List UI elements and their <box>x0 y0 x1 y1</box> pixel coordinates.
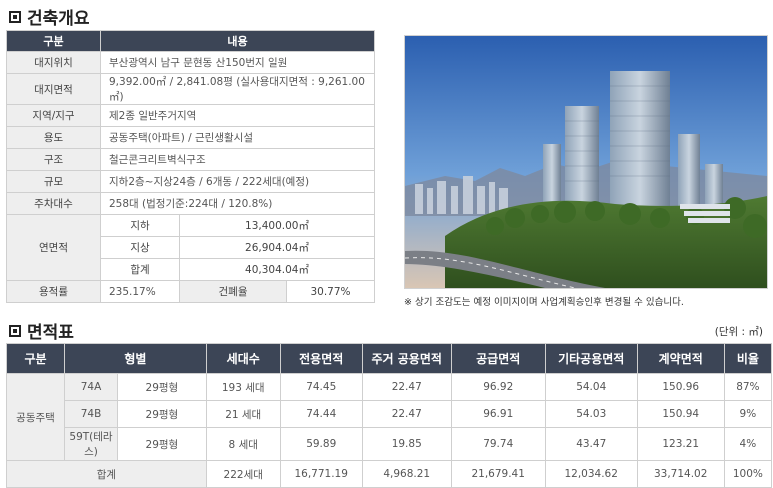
table-row: 주차대수 258대 (법정기준:224대 / 120.8%) <box>6 192 375 215</box>
contract-cell: 150.94 <box>636 400 725 428</box>
other-common-cell: 54.03 <box>544 400 638 428</box>
far-value: 235.17% <box>100 280 180 303</box>
units-cell: 8 세대 <box>205 427 281 461</box>
row-value: 제2종 일반주거지역 <box>100 104 375 127</box>
col-header: 계약면적 <box>636 343 725 374</box>
total-exclusive: 16,771.19 <box>279 460 363 488</box>
row-label: 용도 <box>6 126 101 149</box>
type-cell: 59T(테라스) <box>64 427 118 461</box>
aerial-rendering-image <box>404 35 768 289</box>
col-header: 전용면적 <box>279 343 363 374</box>
table-row: 공동주택 74A 29평형 193 세대 74.45 22.47 96.92 5… <box>6 373 773 461</box>
pyeong-cell: 29평형 <box>117 400 207 428</box>
far-label: 용적률 <box>6 280 101 303</box>
overview-table: 구분 내용 대지위치 부산광역시 남구 문현동 산150번지 일원 대지면적 9… <box>6 30 375 303</box>
bcr-label: 건폐율 <box>179 280 287 303</box>
row-label: 규모 <box>6 170 101 193</box>
rendering-caption: ※ 상기 조감도는 예정 이미지이며 사업계획승인후 변경될 수 있습니다. <box>404 297 684 308</box>
floor-area-value: 13,400.00㎡ <box>179 214 375 237</box>
table-row: 74B 29평형 21 세대 74.44 22.47 96.91 54.03 1… <box>7 400 773 428</box>
areas-title-text: 면적표 <box>27 323 74 343</box>
total-label: 합계 <box>6 460 207 488</box>
row-value: 258대 (법정기준:224대 / 120.8%) <box>100 192 375 215</box>
row-label: 주차대수 <box>6 192 101 215</box>
supply-cell: 96.91 <box>450 400 546 428</box>
row-value: 공동주택(아파트) / 근린생활시설 <box>100 126 375 149</box>
floor-area-sublabel: 지상 <box>100 236 180 259</box>
col-header: 형별 <box>64 343 207 374</box>
row-value: 부산광역시 남구 문현동 산150번지 일원 <box>100 51 375 74</box>
row-value: 지하2층~지상24층 / 6개동 / 222세대(예정) <box>100 170 375 193</box>
total-ratio: 100% <box>723 460 773 488</box>
areas-title: 면적표 <box>9 318 74 343</box>
col-header: 비율 <box>723 343 773 374</box>
row-label: 지역/지구 <box>6 104 101 127</box>
ratio-cell: 9% <box>723 400 773 428</box>
col-header: 구분 <box>6 343 65 374</box>
floor-area-value: 40,304.04㎡ <box>179 258 375 281</box>
table-row: 연면적 지하 13,400.00㎡ <box>6 214 375 281</box>
supply-cell: 79.74 <box>450 427 546 461</box>
ratio-cell: 4% <box>723 427 773 461</box>
category-cell: 공동주택 <box>6 373 65 461</box>
pyeong-cell: 29평형 <box>117 427 207 461</box>
row-label: 대지위치 <box>6 51 101 74</box>
col-header: 기타공용면적 <box>544 343 638 374</box>
square-bullet-icon <box>9 10 21 23</box>
row-label: 대지면적 <box>6 73 101 105</box>
area-table: 구분 형별 세대수 전용면적 주거 공용면적 공급면적 기타공용면적 계약면적 … <box>6 343 773 488</box>
floor-area-sublabel: 지하 <box>100 214 180 237</box>
floor-area-value: 26,904.04㎡ <box>179 236 375 259</box>
overview-header-category: 구분 <box>6 30 101 52</box>
overview-title: 건축개요 <box>9 4 90 29</box>
ratio-cell: 87% <box>723 373 773 401</box>
unit-label: (단위 : ㎡) <box>714 326 763 338</box>
exclusive-cell: 74.45 <box>279 373 363 401</box>
residential-common-cell: 22.47 <box>361 373 452 401</box>
residential-common-cell: 19.85 <box>361 427 452 461</box>
units-cell: 193 세대 <box>205 373 281 401</box>
exclusive-cell: 59.89 <box>279 427 363 461</box>
contract-cell: 150.96 <box>636 373 725 401</box>
total-units: 222세대 <box>205 460 281 488</box>
floor-area-sublabel: 합계 <box>100 258 180 281</box>
other-common-cell: 54.04 <box>544 373 638 401</box>
pyeong-cell: 29평형 <box>117 373 207 401</box>
other-common-cell: 43.47 <box>544 427 638 461</box>
residential-common-cell: 22.47 <box>361 400 452 428</box>
table-row: 대지면적 9,392.00㎡ / 2,841.08평 (실사용대지면적 : 9,… <box>6 73 375 105</box>
col-header: 세대수 <box>205 343 281 374</box>
units-cell: 21 세대 <box>205 400 281 428</box>
table-row: 구조 철근콘크리트벽식구조 <box>6 148 375 171</box>
floor-area-label: 연면적 <box>6 214 101 281</box>
row-label: 구조 <box>6 148 101 171</box>
total-other-common: 12,034.62 <box>544 460 638 488</box>
row-value: 9,392.00㎡ / 2,841.08평 (실사용대지면적 : 9,261.0… <box>100 73 375 105</box>
table-row: 59T(테라스) 29평형 8 세대 59.89 19.85 79.74 43.… <box>7 427 773 461</box>
type-cell: 74A <box>64 373 118 401</box>
total-residential-common: 4,968.21 <box>361 460 452 488</box>
overview-title-text: 건축개요 <box>27 9 90 29</box>
table-row: 대지위치 부산광역시 남구 문현동 산150번지 일원 <box>6 51 375 74</box>
total-supply: 21,679.41 <box>450 460 546 488</box>
overview-header-content: 내용 <box>100 30 375 52</box>
bcr-value: 30.77% <box>286 280 375 303</box>
exclusive-cell: 74.44 <box>279 400 363 428</box>
col-header: 공급면적 <box>450 343 546 374</box>
contract-cell: 123.21 <box>636 427 725 461</box>
type-cell: 74B <box>64 400 118 428</box>
table-row: 용도 공동주택(아파트) / 근린생활시설 <box>6 126 375 149</box>
supply-cell: 96.92 <box>450 373 546 401</box>
total-row: 합계 222세대 16,771.19 4,968.21 21,679.41 12… <box>6 460 773 488</box>
rendering-illustration <box>405 36 767 288</box>
table-row: 규모 지하2층~지상24층 / 6개동 / 222세대(예정) <box>6 170 375 193</box>
table-row: 지역/지구 제2종 일반주거지역 <box>6 104 375 127</box>
total-contract: 33,714.02 <box>636 460 725 488</box>
square-bullet-icon <box>9 324 21 337</box>
table-row: 용적률 235.17% 건폐율 30.77% <box>6 280 375 303</box>
row-value: 철근콘크리트벽식구조 <box>100 148 375 171</box>
col-header: 주거 공용면적 <box>361 343 452 374</box>
